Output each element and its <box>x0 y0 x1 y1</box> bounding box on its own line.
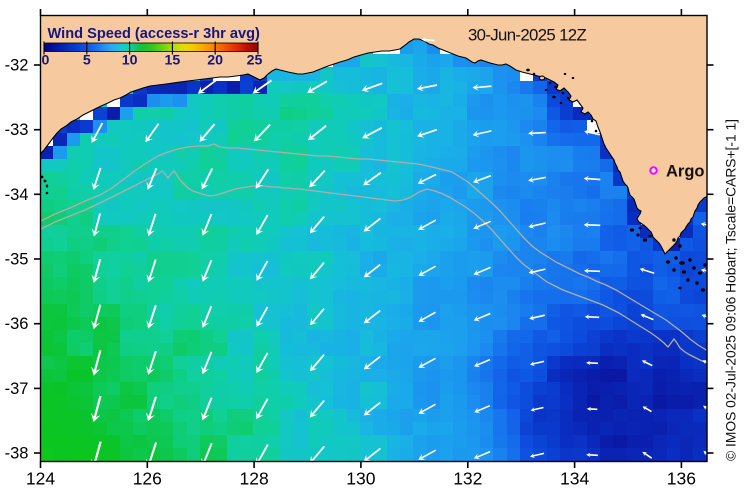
svg-text:-34: -34 <box>5 186 29 204</box>
svg-text:10: 10 <box>122 53 138 69</box>
svg-text:5: 5 <box>83 53 91 69</box>
svg-text:-33: -33 <box>5 121 29 139</box>
svg-text:-32: -32 <box>5 57 29 75</box>
svg-text:124: 124 <box>26 469 55 489</box>
svg-text:134: 134 <box>560 469 589 489</box>
svg-text:126: 126 <box>133 469 162 489</box>
svg-text:-36: -36 <box>5 315 29 333</box>
svg-text:15: 15 <box>165 53 181 69</box>
svg-text:© IMOS 02-Jul-2025 09:06 Hobar: © IMOS 02-Jul-2025 09:06 Hobart; Tscale=… <box>724 119 739 461</box>
svg-text:25: 25 <box>247 53 263 69</box>
svg-text:130: 130 <box>346 469 375 489</box>
svg-text:-37: -37 <box>5 380 29 398</box>
svg-text:136: 136 <box>667 469 696 489</box>
svg-text:30-Jun-2025 12Z: 30-Jun-2025 12Z <box>468 26 586 45</box>
svg-text:Wind Speed (access-r 3hr avg): Wind Speed (access-r 3hr avg) <box>48 26 260 42</box>
svg-text:132: 132 <box>453 469 482 489</box>
svg-text:20: 20 <box>207 53 223 69</box>
svg-text:-35: -35 <box>5 251 29 269</box>
svg-text:128: 128 <box>239 469 268 489</box>
svg-text:-38: -38 <box>5 445 29 463</box>
svg-text:0: 0 <box>42 53 50 69</box>
svg-text:Argo: Argo <box>666 163 705 181</box>
